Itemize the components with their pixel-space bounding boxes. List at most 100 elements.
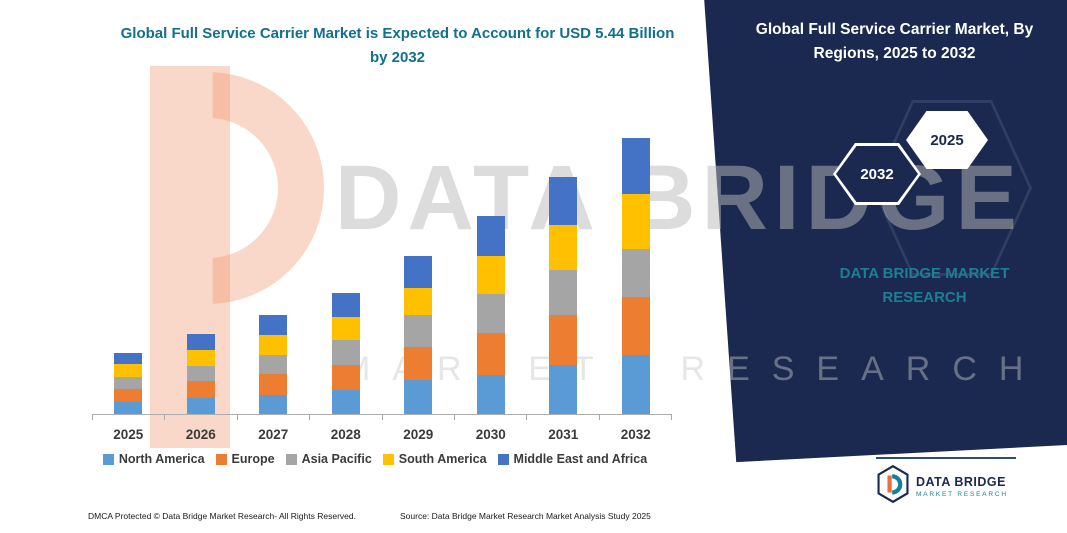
bar-segment — [331, 317, 360, 340]
bar-segment — [114, 402, 143, 415]
bar-group-2032 — [600, 68, 673, 415]
bar-group-2028 — [310, 68, 383, 415]
source-note: Source: Data Bridge Market Research Mark… — [400, 511, 651, 521]
bar-segment — [259, 374, 288, 396]
bar-segment — [549, 315, 578, 365]
bar-segment — [476, 255, 505, 294]
bar-segment — [476, 293, 505, 334]
bar-group-2031 — [527, 68, 600, 415]
bar-stack — [621, 137, 650, 415]
legend-swatch — [497, 453, 509, 465]
brand-text: DATA BRIDGE MARKET RESEARCH — [839, 265, 1010, 306]
x-axis-label: 2027 — [258, 427, 289, 442]
bar-segment — [186, 381, 215, 399]
x-axis-label: 2032 — [620, 427, 651, 442]
x-axis-line — [92, 414, 672, 415]
x-axis-label: 2029 — [403, 427, 434, 442]
bar-segment — [476, 333, 505, 376]
bars-row — [92, 68, 672, 415]
company-logo: DATA BRIDGE MARKET RESEARCH — [876, 457, 1016, 509]
bar-stack — [114, 353, 143, 415]
bar-segment — [259, 335, 288, 356]
bar-segment — [331, 340, 360, 365]
bar-segment — [259, 395, 288, 415]
x-axis-label: 2028 — [330, 427, 361, 442]
bar-group-2030 — [455, 68, 528, 415]
legend-item: Asia Pacific — [285, 452, 372, 466]
badge-2025-label: 2025 — [930, 131, 964, 149]
x-axis-label: 2025 — [113, 427, 144, 442]
bar-segment — [331, 365, 360, 390]
bar-segment — [621, 248, 650, 297]
axis-tick — [165, 415, 238, 420]
company-logo-name: DATA BRIDGE — [916, 475, 1006, 489]
bar-stack — [259, 315, 288, 415]
legend-label: Europe — [231, 452, 275, 466]
legend: North America Europe Asia Pacific South Ame… — [75, 452, 675, 466]
badge-2032-label: 2032 — [860, 165, 894, 183]
labels-row: 2025 2026 2027 2028 2029 2030 2031 2032 — [92, 427, 672, 442]
bar-segment — [114, 377, 143, 390]
bar-segment — [621, 355, 650, 415]
company-logo-icon — [876, 464, 910, 509]
bar-segment — [186, 365, 215, 382]
bar-stack — [404, 255, 433, 415]
legend-swatch — [215, 453, 227, 465]
bar-group-2025 — [92, 68, 165, 415]
bar-group-2026 — [165, 68, 238, 415]
bar-group-2029 — [382, 68, 455, 415]
legend-label: South America — [398, 452, 487, 466]
legend-item: North America — [102, 452, 205, 466]
bar-segment — [404, 288, 433, 316]
bar-segment — [114, 389, 143, 403]
bar-segment — [331, 293, 360, 318]
axis-tick — [93, 415, 166, 420]
legend-label: North America — [118, 452, 205, 466]
badge-hexagon-2032: 2032 — [833, 143, 921, 205]
company-logo-tagline: MARKET RESEARCH — [916, 491, 1008, 498]
bar-segment — [114, 364, 143, 378]
axis-tick — [527, 415, 600, 420]
badge-hexagon-2025: 2025 — [906, 111, 988, 169]
bar-segment — [621, 137, 650, 194]
legend-label: Middle East and Africa — [513, 452, 648, 466]
bar-segment — [259, 315, 288, 336]
bar-stack — [331, 293, 360, 415]
bar-segment — [549, 225, 578, 271]
bar-segment — [621, 296, 650, 356]
bar-segment — [549, 365, 578, 415]
bar-segment — [476, 375, 505, 415]
axis-tick — [383, 415, 455, 420]
bar-chart: 2025 2026 2027 2028 2029 2030 2031 2032 — [92, 68, 672, 448]
bar-group-2027 — [237, 68, 310, 415]
bar-segment — [186, 398, 215, 415]
bar-segment — [259, 355, 288, 375]
bar-segment — [549, 177, 578, 226]
bar-stack — [186, 333, 215, 415]
bar-stack — [549, 177, 578, 415]
bar-stack — [476, 215, 505, 415]
bar-segment — [404, 380, 433, 415]
chart-title: Global Full Service Carrier Market is Ex… — [120, 25, 675, 66]
bar-segment — [114, 353, 143, 365]
bar-segment — [331, 390, 360, 415]
legend-swatch — [285, 453, 297, 465]
x-axis-label: 2030 — [475, 427, 506, 442]
bar-segment — [186, 349, 215, 366]
legend-swatch — [382, 453, 394, 465]
x-axis-label: 2031 — [548, 427, 579, 442]
company-logo-text: DATA BRIDGE MARKET RESEARCH — [916, 475, 1008, 498]
axis-tick — [238, 415, 311, 420]
bar-segment — [404, 255, 433, 289]
bar-segment — [186, 333, 215, 350]
legend-item: Middle East and Africa — [497, 452, 648, 466]
x-axis-label: 2026 — [185, 427, 216, 442]
axis-tick — [600, 415, 672, 420]
axis-tick — [310, 415, 383, 420]
legend-item: Europe — [215, 452, 275, 466]
bar-segment — [621, 193, 650, 249]
legend-label: Asia Pacific — [301, 452, 372, 466]
panel-title: Global Full Service Carrier Market, By R… — [755, 21, 1034, 63]
watermark-tagline-text: MARKET RESEARCH — [342, 350, 1046, 388]
